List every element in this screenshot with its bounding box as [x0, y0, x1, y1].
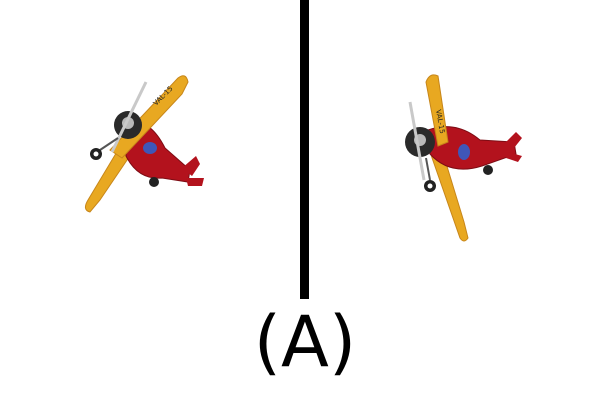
toy-biplane-right-image: VAL-15 [405, 74, 522, 242]
figure-caption: (A) [253, 301, 357, 383]
vertical-divider [300, 0, 309, 299]
toy-biplane-left-image: VAL-15 [84, 75, 204, 213]
